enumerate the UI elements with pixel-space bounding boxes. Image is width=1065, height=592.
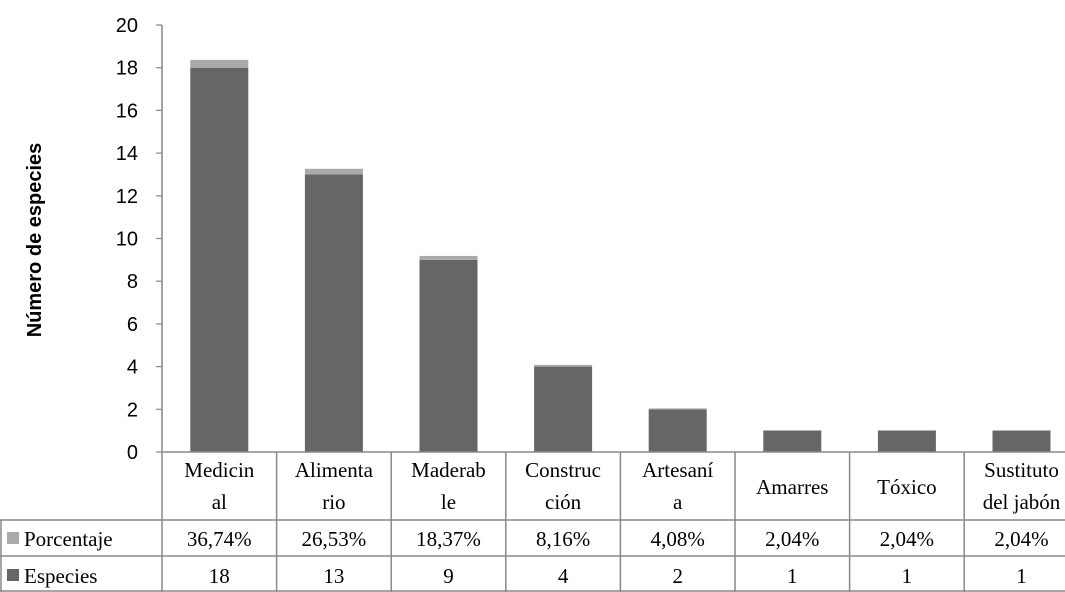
bar-porcentaje-5 [648,408,707,410]
y-axis-ticks: 0 2 4 6 8 10 12 14 16 18 20 [116,15,138,464]
bar-especies-5 [648,409,707,452]
bar-especies-8 [992,430,1051,452]
bar-especies-4 [534,366,593,452]
category-label: Sustituto [984,458,1059,482]
legend-label: Especies [24,564,97,588]
category-label: le [441,490,456,514]
y-tick-label: 8 [127,271,138,293]
data-label: 1 [1016,564,1027,588]
data-label: 2,04% [880,527,934,551]
data-label: 2,04% [994,527,1048,551]
bar-especies-7 [877,430,936,452]
data-label: 2 [672,564,683,588]
y-tick-label: 0 [127,442,138,464]
bar-porcentaje-1 [190,59,249,68]
y-tick-label: 16 [116,100,138,122]
category-label: Medicin [184,458,254,482]
y-axis-title: Número de especies [24,143,46,338]
data-label: 18,37% [416,527,481,551]
bar-especies-3 [419,259,478,452]
y-tick-label: 6 [127,314,138,336]
data-label: 9 [443,564,454,588]
data-label: 4 [558,564,569,588]
data-label: 18 [209,564,230,588]
data-label: 36,74% [187,527,252,551]
category-label: a [673,490,683,514]
y-axis-label: Número de especies [24,143,46,338]
bar-porcentaje-3 [419,255,478,260]
category-label: Amarres [756,475,828,499]
axes [156,24,163,453]
category-label: Construc [525,458,601,482]
category-label: Alimenta [295,458,374,482]
y-tick-label: 20 [116,15,138,37]
category-label: Maderab [411,458,486,482]
category-label: Tóxico [877,475,936,499]
category-label: rio [322,490,345,514]
category-label: del jabón [983,490,1061,514]
category-label: Artesaní [642,458,713,482]
bar-especies-1 [190,67,249,452]
data-table: Medicin al Alimenta rio Maderab le Construc ció… [0,451,1065,592]
legend-swatch-porcentaje [7,532,19,544]
y-tick-label: 4 [127,357,138,379]
y-tick-label: 10 [116,229,138,251]
data-label: 13 [323,564,344,588]
bar-porcentaje-2 [304,168,363,175]
data-label: 1 [902,564,913,588]
legend-swatch-especies [7,569,19,581]
bar-especies-2 [304,174,363,452]
bars [190,59,1051,452]
data-label: 8,16% [536,527,590,551]
data-label: 1 [787,564,798,588]
data-label: 26,53% [302,527,367,551]
y-tick-label: 14 [116,143,138,165]
data-label: 2,04% [765,527,819,551]
bar-porcentaje-4 [534,364,593,367]
category-label: al [212,490,227,514]
y-tick-label: 12 [116,186,138,208]
category-label: ción [545,490,582,514]
data-label: 4,08% [651,527,705,551]
y-tick-label: 18 [116,58,138,80]
legend-label: Porcentaje [24,527,113,551]
y-tick-label: 2 [127,399,138,421]
bar-especies-6 [763,430,822,452]
